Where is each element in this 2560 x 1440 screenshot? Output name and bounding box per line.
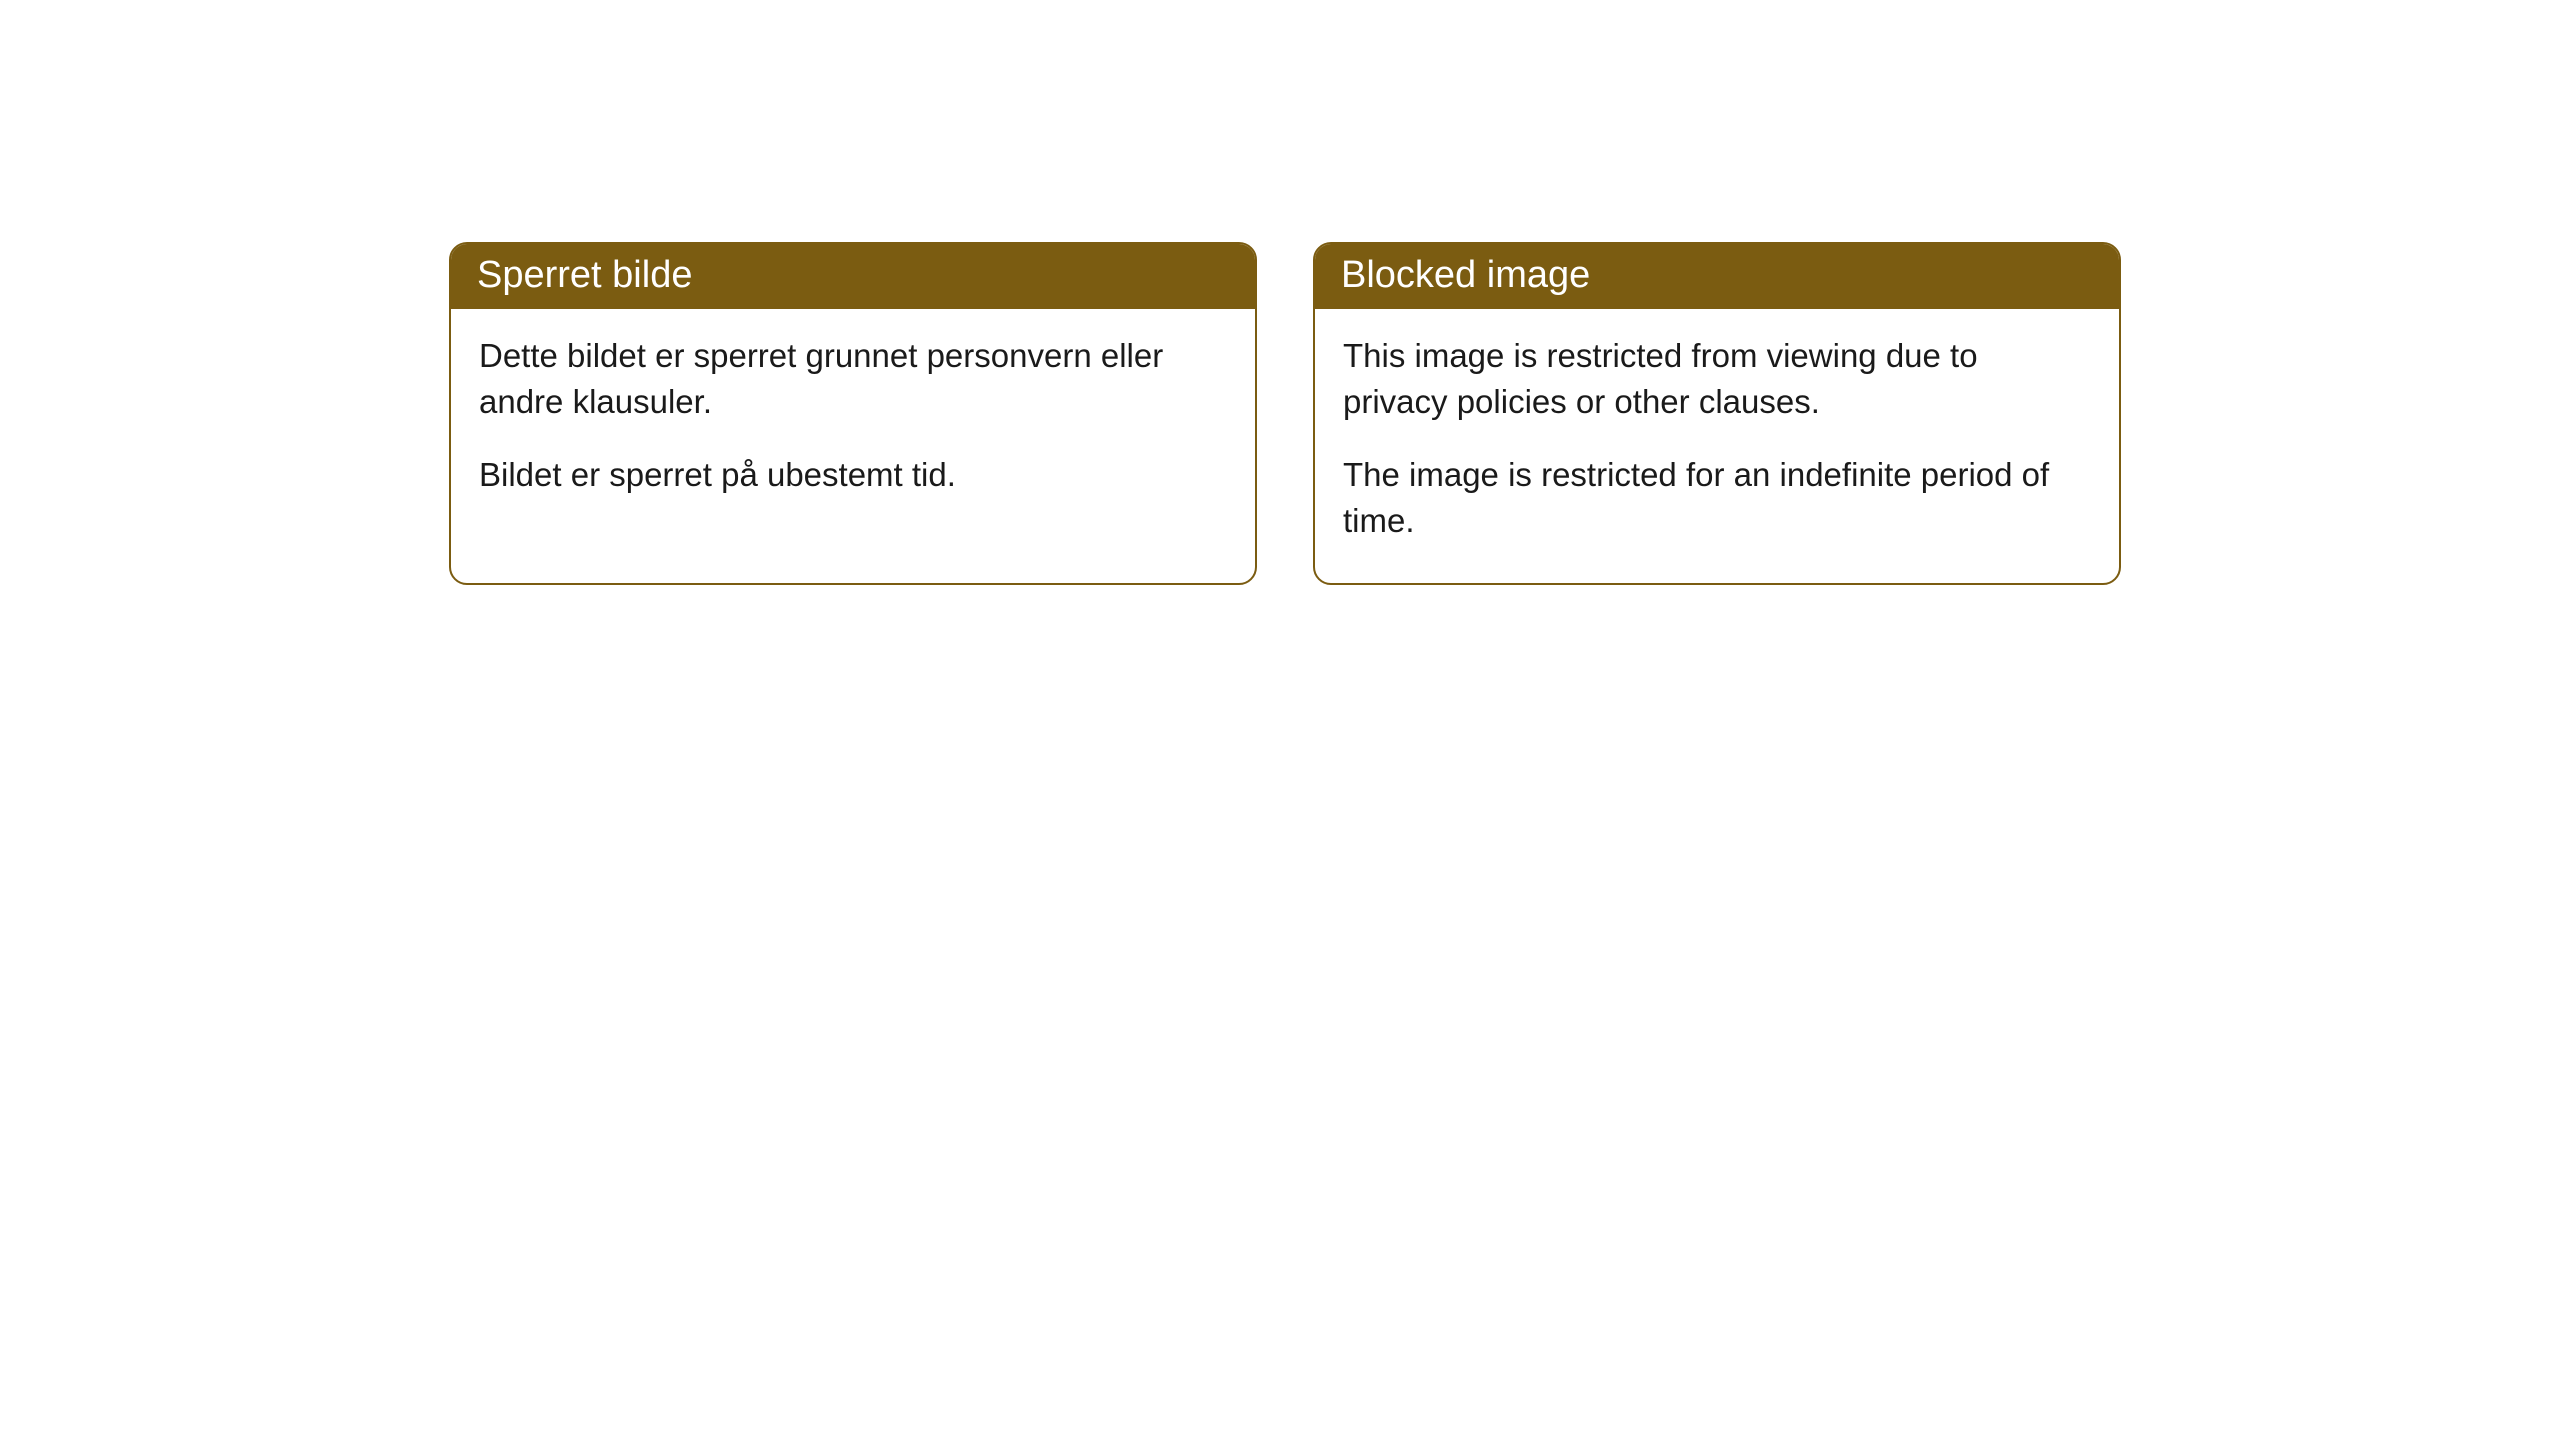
cards-container: Sperret bilde Dette bildet er sperret gr… — [449, 242, 2121, 585]
card-header-english: Blocked image — [1315, 244, 2119, 309]
card-paragraph: Bildet er sperret på ubestemt tid. — [479, 452, 1227, 498]
card-header-norwegian: Sperret bilde — [451, 244, 1255, 309]
card-body-english: This image is restricted from viewing du… — [1315, 309, 2119, 583]
card-english: Blocked image This image is restricted f… — [1313, 242, 2121, 585]
card-paragraph: Dette bildet er sperret grunnet personve… — [479, 333, 1227, 424]
card-body-norwegian: Dette bildet er sperret grunnet personve… — [451, 309, 1255, 538]
card-norwegian: Sperret bilde Dette bildet er sperret gr… — [449, 242, 1257, 585]
card-paragraph: The image is restricted for an indefinit… — [1343, 452, 2091, 543]
card-paragraph: This image is restricted from viewing du… — [1343, 333, 2091, 424]
